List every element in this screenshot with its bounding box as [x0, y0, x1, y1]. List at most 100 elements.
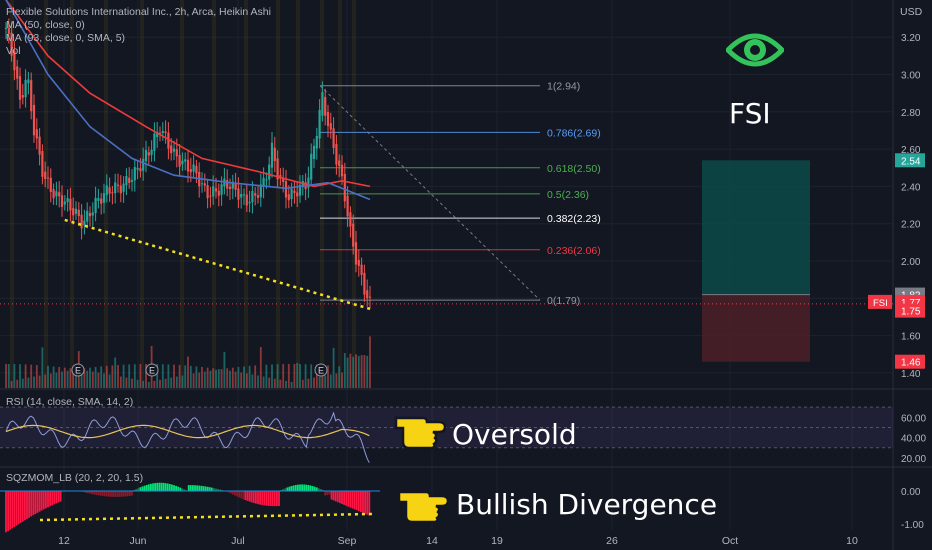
- volume-bar: [307, 378, 310, 388]
- volume-bar: [240, 372, 243, 388]
- candle-body: [352, 223, 355, 247]
- rsi-tick-label: 60.00: [901, 413, 926, 424]
- candle-body: [133, 167, 136, 181]
- momentum-bar: [82, 491, 85, 493]
- candle-body: [315, 135, 318, 149]
- momentum-bar: [101, 491, 104, 496]
- momentum-bar: [213, 488, 215, 491]
- momentum-bar: [122, 491, 125, 497]
- momentum-bar: [227, 491, 230, 493]
- momentum-bar: [234, 491, 236, 496]
- volume-bar: [257, 375, 259, 388]
- rsi-ma-line: [5, 424, 370, 439]
- momentum-bar: [324, 491, 327, 496]
- momentum-bar: [311, 486, 314, 491]
- momentum-bar: [210, 487, 213, 491]
- momentum-bar: [231, 491, 234, 495]
- candle-body: [184, 159, 187, 162]
- momentum-bar: [145, 484, 148, 491]
- momentum-bar: [294, 484, 297, 491]
- volume-bar: [136, 379, 139, 388]
- momentum-bar: [297, 484, 299, 491]
- volume-bar: [245, 373, 248, 388]
- momentum-bar: [9, 491, 12, 530]
- momentum-bar: [173, 485, 175, 491]
- momentum-bar: [347, 491, 350, 507]
- candle-body: [363, 272, 366, 295]
- ma50-legend: MA (50, close, 0): [6, 19, 85, 31]
- candle-body: [172, 148, 176, 152]
- momentum-bar: [267, 491, 270, 506]
- candle-body: [142, 158, 145, 171]
- momentum-bar: [198, 485, 201, 491]
- symbol-legend: Flexible Solutions International Inc., 2…: [6, 6, 271, 58]
- volume-bar: [268, 377, 271, 388]
- volume-bar: [187, 356, 189, 388]
- momentum-bar: [320, 489, 322, 491]
- candle-body: [209, 195, 212, 197]
- momentum-bar: [219, 489, 222, 491]
- momentum-bar: [156, 482, 159, 491]
- volume-bar: [324, 375, 327, 388]
- position-box: [702, 160, 810, 362]
- momentum-bar: [49, 491, 51, 507]
- candle-body: [119, 185, 122, 194]
- volume-bar: [201, 366, 203, 388]
- price-axis[interactable]: 3.203.002.802.602.402.202.001.801.601.40…: [868, 33, 926, 531]
- volume-bar: [66, 370, 69, 388]
- momentum-bar: [292, 485, 295, 491]
- volume-bar: [192, 373, 195, 388]
- volume-bar: [86, 370, 89, 388]
- fib-retracement[interactable]: 1(2.94) 0.786(2.69) 0.618(2.50) 0.5(2.36) 0.…: [319, 81, 601, 307]
- volume-bar: [142, 380, 145, 388]
- price-tick-label: 3.00: [901, 71, 921, 82]
- momentum-bar: [126, 491, 129, 497]
- time-tick-label: 19: [491, 535, 503, 547]
- session-highlight: [70, 0, 74, 388]
- price-tag: 2.54: [901, 156, 921, 167]
- candle-body: [66, 197, 69, 203]
- volume-bar: [161, 364, 164, 388]
- candle-body: [273, 147, 276, 162]
- candle-body: [326, 112, 330, 126]
- candle-body: [130, 180, 134, 182]
- session-highlight: [244, 0, 248, 388]
- candle-body: [276, 158, 279, 180]
- volume-bar: [69, 368, 72, 388]
- rsi-pane: [0, 406, 893, 463]
- time-axis[interactable]: 12 Jun Jul Sep 14 19 26 Oct 10: [58, 535, 858, 547]
- volume-bar: [63, 367, 66, 388]
- momentum-bar: [265, 491, 268, 506]
- fib-level-label: 0.618(2.50): [547, 163, 601, 175]
- momentum-bar: [330, 491, 333, 500]
- momentum-bar: [162, 482, 165, 491]
- candle-body: [161, 130, 164, 134]
- time-tick-label: Jul: [231, 535, 244, 547]
- time-tick-label: Sep: [338, 535, 357, 547]
- volume-bar: [234, 371, 237, 388]
- candle-body: [122, 183, 125, 192]
- momentum-bar: [143, 485, 146, 491]
- momentum-bar: [47, 491, 49, 508]
- momentum-bar: [276, 491, 278, 507]
- candle-body: [86, 210, 89, 222]
- candle-body: [217, 190, 220, 196]
- volume-bar: [167, 364, 170, 388]
- candle-body: [307, 177, 310, 188]
- volume-bar: [122, 364, 125, 388]
- volume-bar: [299, 364, 301, 388]
- volume-bar: [125, 377, 128, 388]
- volume-bar: [346, 357, 349, 388]
- candle-body: [27, 79, 30, 84]
- candle-body: [290, 188, 293, 200]
- volume-bar: [366, 355, 369, 388]
- volume-bar: [33, 376, 35, 388]
- time-tick-label: 14: [426, 535, 438, 547]
- momentum-bar: [362, 491, 364, 513]
- time-tick-label: 26: [606, 535, 618, 547]
- candle-body: [139, 168, 142, 172]
- volume-bar: [159, 379, 161, 388]
- momentum-bar: [139, 487, 142, 491]
- candle-body: [158, 132, 162, 134]
